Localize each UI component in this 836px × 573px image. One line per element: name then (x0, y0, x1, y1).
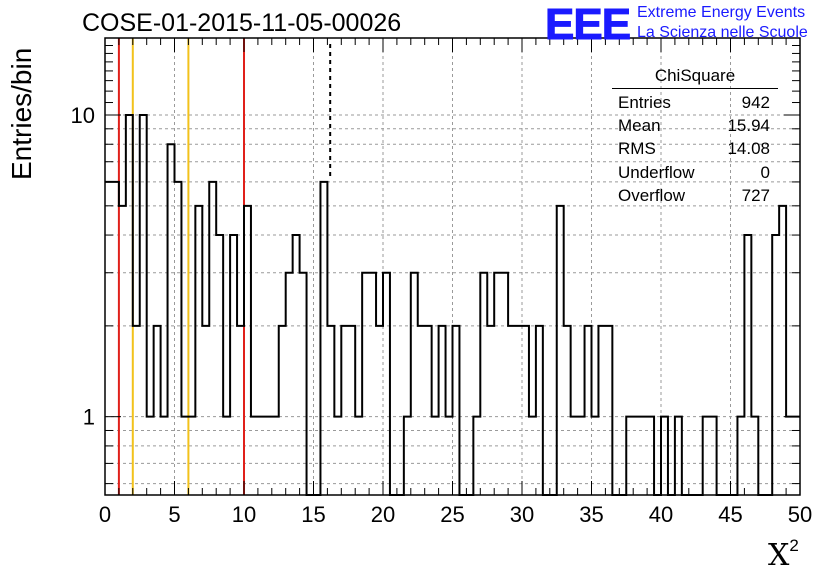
stats-value: 15.94 (727, 116, 770, 136)
stats-value: 0 (760, 162, 770, 182)
eee-logo: EEE (544, 0, 631, 50)
chart-title: COSE-01-2015-11-05-00026 (82, 9, 402, 37)
stats-label: RMS (618, 139, 656, 159)
x-tick-label: 30 (510, 502, 534, 527)
y-tick-label: 1 (83, 405, 95, 430)
x-tick-label: 0 (99, 502, 111, 527)
stats-title: ChiSquare (612, 66, 778, 89)
stats-value: 727 (741, 185, 770, 205)
stats-row-underflow: Underflow 0 (612, 161, 778, 184)
logo-subtitle-line1: Extreme Energy Events (637, 4, 806, 21)
stats-value: 14.08 (727, 139, 770, 159)
tick-labels: 0 5 10 15 20 25 30 35 40 45 50 1 10 (71, 103, 813, 527)
x-tick-label: 15 (301, 502, 325, 527)
x-axis-label: X2 (768, 536, 799, 573)
stats-label: Underflow (618, 162, 695, 182)
stats-row-rms: RMS 14.08 (612, 137, 778, 160)
stats-value: 942 (741, 93, 770, 112)
stats-label: Overflow (618, 185, 686, 205)
x-tick-label: 50 (788, 502, 812, 527)
axis-ticks (104, 38, 801, 495)
x-axis-label-main: X (768, 538, 790, 573)
y-axis-label: Entries/bin (6, 47, 37, 180)
stats-label: Entries (618, 93, 671, 112)
stats-row-overflow: Overflow 727 (612, 184, 778, 207)
logo-subtitle-line2: La Scienza nelle Scuole (637, 24, 808, 41)
x-tick-label: 45 (718, 502, 742, 527)
stats-row-entries: Entries 942 (612, 91, 778, 114)
stats-box: ChiSquare Entries 942 Mean 15.94 RMS 14.08 … (612, 66, 778, 207)
threshold-lines (117, 38, 332, 495)
plot-frame (104, 37, 801, 496)
histogram-line (105, 114, 800, 496)
x-tick-label: 10 (232, 502, 256, 527)
x-tick-label: 25 (440, 502, 464, 527)
x-axis-label-superscript: 2 (789, 536, 799, 555)
stats-row-mean: Mean 15.94 (612, 114, 778, 137)
x-tick-label: 35 (579, 502, 603, 527)
x-tick-label: 40 (649, 502, 673, 527)
y-tick-label: 10 (71, 103, 95, 128)
stats-label: Mean (618, 116, 661, 136)
x-tick-label: 20 (371, 502, 395, 527)
x-tick-label: 5 (168, 502, 180, 527)
